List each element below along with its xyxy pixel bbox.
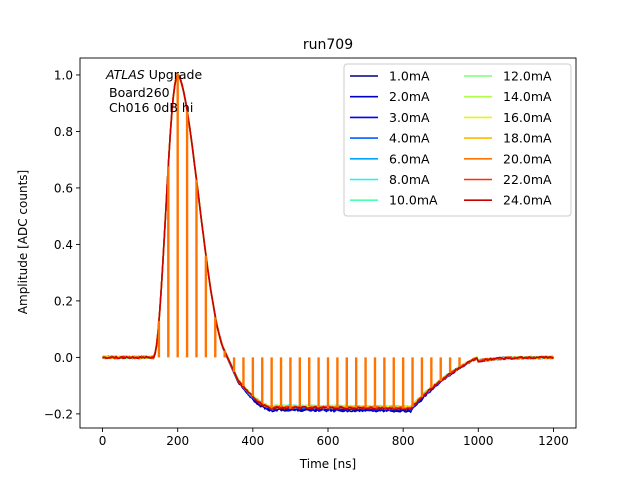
chart-title: run709 [303, 37, 353, 53]
annotation-line2: Board260 [109, 85, 170, 100]
y-tick-label: −0.2 [44, 407, 73, 421]
legend-label: 22.0mA [503, 172, 552, 187]
x-tick-label: 1000 [463, 434, 494, 448]
legend-label: 12.0mA [503, 69, 552, 84]
annotation-upgrade: Upgrade [145, 67, 203, 82]
annotation-line3: Ch016 0dB hi [109, 100, 193, 115]
y-tick-label: 0.4 [54, 238, 73, 252]
x-tick-label: 1200 [538, 434, 569, 448]
legend-label: 1.0mA [389, 69, 430, 84]
y-tick-label: 0.0 [54, 351, 73, 365]
legend-label: 16.0mA [503, 110, 552, 125]
annotation-atlas: ATLAS [105, 67, 145, 82]
x-tick-label: 0 [99, 434, 107, 448]
sample-markers [157, 73, 461, 409]
y-tick-label: 0.8 [54, 125, 73, 139]
legend-label: 14.0mA [503, 89, 552, 104]
legend-label: 6.0mA [389, 151, 430, 166]
y-tick-label: 1.0 [54, 68, 73, 82]
y-tick-label: 0.2 [54, 294, 73, 308]
legend-box [343, 63, 572, 217]
legend-label: 20.0mA [503, 151, 552, 166]
legend-label: 24.0mA [503, 193, 552, 208]
y-tick-label: 0.6 [54, 181, 73, 195]
legend-label: 4.0mA [389, 131, 430, 146]
legend-label: 3.0mA [389, 110, 430, 125]
chart-annotation: ATLAS Upgrade Board260 Ch016 0dB hi [105, 67, 202, 115]
annotation-line1: ATLAS Upgrade [105, 67, 202, 82]
legend-label: 18.0mA [503, 131, 552, 146]
x-tick-label: 200 [166, 434, 189, 448]
x-tick-label: 800 [392, 434, 415, 448]
x-axis-label: Time [ns] [299, 457, 356, 471]
x-tick-label: 400 [241, 434, 264, 448]
x-tick-label: 600 [317, 434, 340, 448]
legend-label: 10.0mA [389, 193, 438, 208]
legend: 1.0mA 2.0mA 3.0mA 4.0mA 6.0mA 8.0mA 10.0mA 12.0… [343, 63, 572, 217]
y-axis-label: Amplitude [ADC counts] [16, 170, 30, 314]
legend-label: 8.0mA [389, 172, 430, 187]
legend-label: 2.0mA [389, 89, 430, 104]
